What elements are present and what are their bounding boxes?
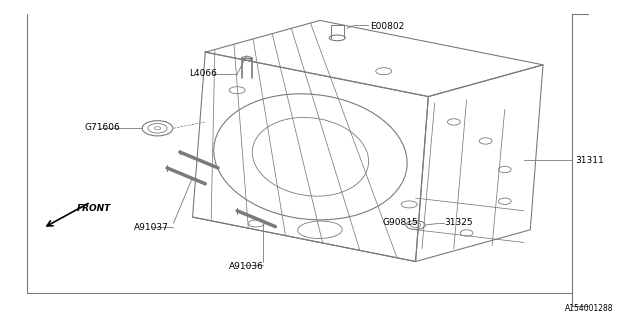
Text: E00802: E00802 bbox=[370, 22, 404, 31]
Text: 31311: 31311 bbox=[575, 156, 604, 164]
Text: L4066: L4066 bbox=[189, 69, 217, 78]
Text: A154001288: A154001288 bbox=[564, 304, 613, 313]
Text: A91036: A91036 bbox=[229, 262, 264, 271]
Text: FRONT: FRONT bbox=[77, 204, 111, 213]
Text: 31325: 31325 bbox=[444, 218, 473, 227]
Text: G90815: G90815 bbox=[383, 218, 418, 227]
Text: G71606: G71606 bbox=[84, 123, 120, 132]
Text: A91037: A91037 bbox=[134, 223, 168, 232]
